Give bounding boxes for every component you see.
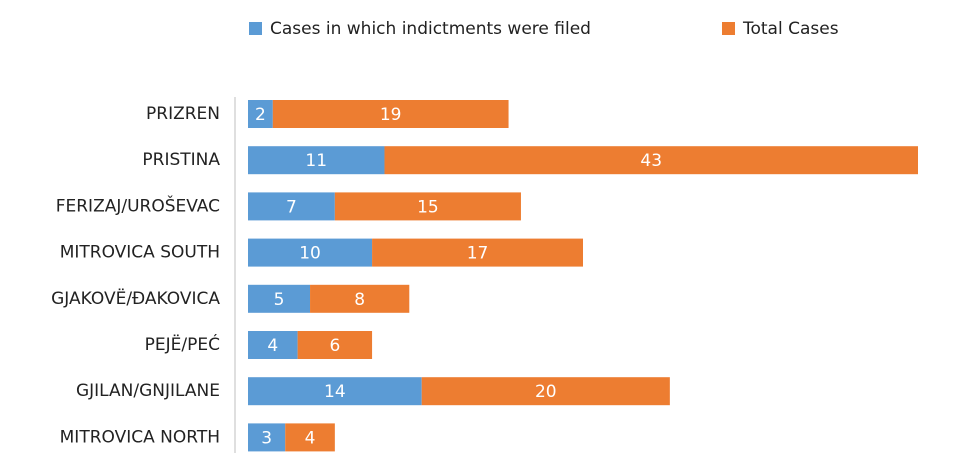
data-label: 17 (467, 244, 489, 264)
bar-segment (248, 238, 373, 267)
bar-segment (248, 423, 286, 452)
bar-segment (248, 100, 273, 128)
data-label: 7 (286, 197, 297, 217)
legend-swatch (722, 22, 735, 35)
y-tick-label: MITROVICA NORTH (60, 427, 220, 447)
y-tick-label: GJILAN/GNJILANE (76, 381, 220, 401)
bar-segment (421, 377, 670, 406)
bar-segment (384, 146, 919, 175)
data-label: 2 (255, 105, 266, 125)
bar-segment (248, 331, 298, 359)
bar-segment (248, 192, 335, 221)
data-label: 11 (305, 151, 327, 171)
y-tick-label: GJAKOVË/ĐAKOVICA (51, 288, 220, 309)
y-tick-label: PRIZREN (146, 104, 220, 124)
data-label: 4 (305, 428, 316, 448)
bar-segment (285, 423, 335, 452)
data-label: 8 (354, 290, 365, 310)
data-label: 15 (417, 197, 439, 217)
data-label: 4 (267, 336, 278, 356)
legend-label: Cases in which indictments were filed (270, 19, 591, 39)
y-tick-label: FERIZAJ/UROŠEVAC (56, 194, 220, 216)
data-label: 20 (535, 382, 557, 402)
bar-segment (310, 284, 410, 313)
bar-segment (272, 100, 509, 128)
data-label: 14 (324, 382, 346, 402)
y-tick-label: MITROVICA SOUTH (60, 243, 220, 263)
data-label: 43 (640, 151, 662, 171)
bar-segment (334, 192, 521, 221)
bar-segment (248, 377, 422, 406)
bar-segment (248, 146, 385, 175)
data-label: 19 (380, 105, 402, 125)
bar-segment (297, 331, 373, 359)
y-tick-label: PEJË/PEĆ (145, 333, 220, 355)
data-label: 6 (329, 336, 340, 356)
legend-swatch (249, 22, 262, 35)
bar-segment (372, 238, 583, 267)
bar-segment (248, 284, 311, 313)
data-label: 5 (274, 290, 285, 310)
data-label: 3 (261, 428, 272, 448)
y-tick-label: PRISTINA (142, 150, 220, 170)
legend-label: Total Cases (742, 19, 839, 39)
data-label: 10 (299, 244, 321, 264)
